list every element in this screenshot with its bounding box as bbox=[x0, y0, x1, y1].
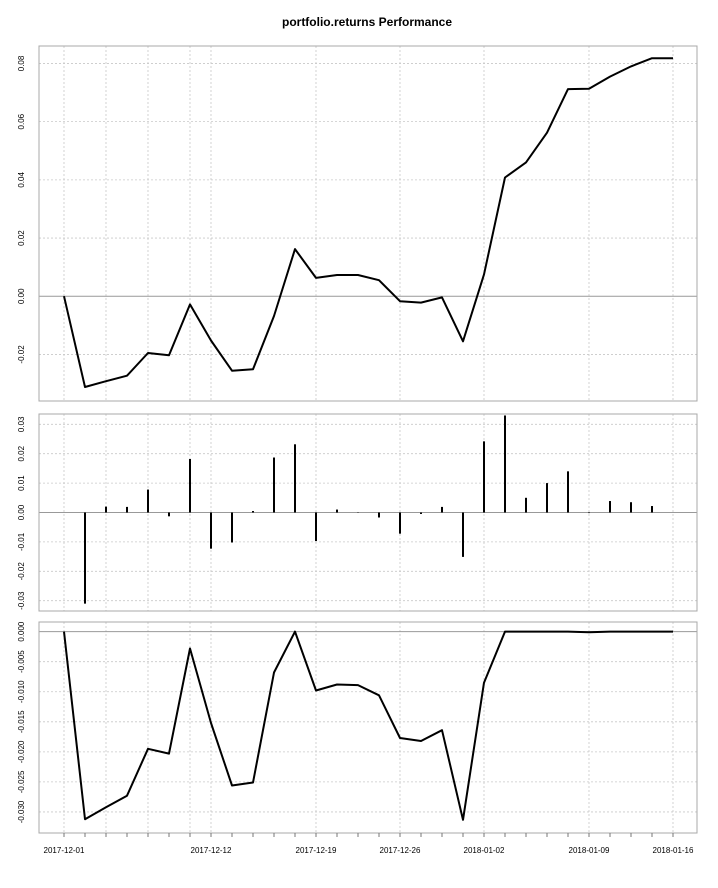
daily-ytick-label-0: -0.03 bbox=[17, 591, 26, 610]
daily-ytick-label-2: -0.01 bbox=[17, 532, 26, 551]
cumulative-series-line bbox=[63, 57, 673, 388]
x-axis: 2017-12-01 2017-12-12 2017-12-19 2017-12-26… bbox=[44, 833, 694, 855]
cumulative-ytick-label-0: -0.02 bbox=[17, 345, 26, 364]
daily-return-panel: -0.03 -0.02 -0.01 0.00 0.01 0.02 0.03 bbox=[17, 413, 698, 612]
x-tick-label-0: 2017-12-01 bbox=[44, 846, 85, 855]
cumulative-ytick-label-3: 0.04 bbox=[17, 172, 26, 188]
x-tick-label-3: 2017-12-26 bbox=[380, 846, 421, 855]
x-tick-label-2: 2017-12-19 bbox=[296, 846, 337, 855]
x-tick-label-4: 2018-01-02 bbox=[464, 846, 505, 855]
drawdown-panel: -0.030 -0.025 -0.020 -0.015 -0.010 -0.005 0.00… bbox=[17, 621, 698, 834]
drawdown-series-line bbox=[63, 630, 673, 821]
drawdown-frame bbox=[38, 621, 698, 834]
drawdown-ytick-label-6: 0.000 bbox=[17, 621, 26, 642]
cumulative-frame bbox=[38, 45, 698, 402]
cumulative-ytick-label-5: 0.08 bbox=[17, 55, 26, 71]
daily-ytick-label-4: 0.01 bbox=[17, 475, 26, 491]
cumulative-ytick-label-2: 0.02 bbox=[17, 230, 26, 246]
daily-ytick-label-5: 0.02 bbox=[17, 445, 26, 461]
cumulative-ytick-label-4: 0.06 bbox=[17, 113, 26, 129]
drawdown-ytick-label-1: -0.025 bbox=[17, 770, 26, 793]
cumulative-return-panel: -0.02 0.00 0.02 0.04 0.06 0.08 bbox=[17, 45, 698, 402]
drawdown-ytick-label-3: -0.015 bbox=[17, 710, 26, 733]
daily-ytick-label-6: 0.03 bbox=[17, 416, 26, 432]
x-tick-label-1: 2017-12-12 bbox=[191, 846, 232, 855]
drawdown-ytick-label-4: -0.010 bbox=[17, 680, 26, 703]
x-tick-label-6: 2018-01-16 bbox=[653, 846, 694, 855]
drawdown-ytick-label-2: -0.020 bbox=[17, 740, 26, 763]
drawdown-ytick-label-5: -0.005 bbox=[17, 650, 26, 673]
daily-ytick-label-3: 0.00 bbox=[17, 504, 26, 520]
x-tick-label-5: 2018-01-09 bbox=[569, 846, 610, 855]
chart-title: portfolio.returns Performance bbox=[282, 15, 452, 29]
daily-frame bbox=[38, 413, 698, 612]
drawdown-ytick-label-0: -0.030 bbox=[17, 800, 26, 823]
cumulative-ytick-label-1: 0.00 bbox=[17, 288, 26, 304]
daily-ytick-label-1: -0.02 bbox=[17, 562, 26, 581]
